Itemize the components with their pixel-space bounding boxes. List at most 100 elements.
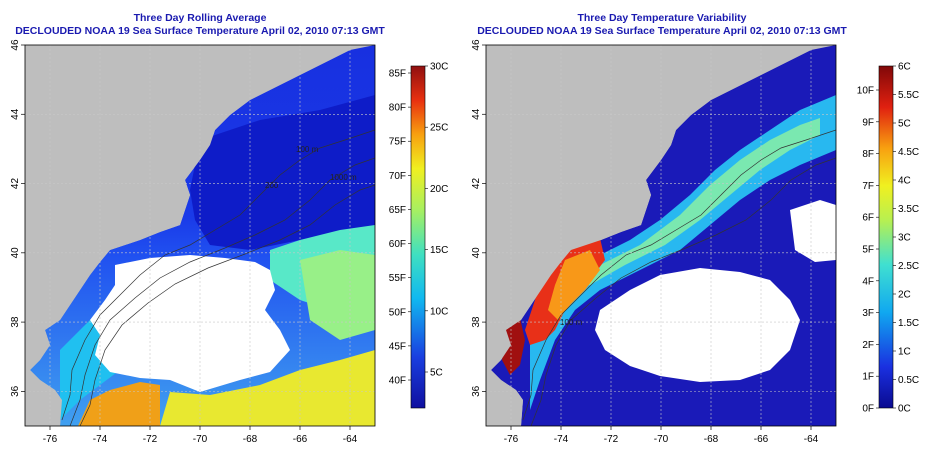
x-tick-label: -74 [93,434,108,445]
left-map-deep-water [190,95,375,250]
colorbar-label-f: 55F [389,273,406,284]
y-tick-label: 40 [471,247,482,259]
right-map-cloud-mask-east [790,200,836,262]
left-contour-label-1000m: 1000 m [330,173,357,182]
right-contour-label-100m: 100 m [560,318,583,327]
colorbar-label-c: 1.5C [898,318,919,329]
colorbar-label-f: 10F [857,86,874,97]
colorbar-label-f: 5F [862,245,874,256]
colorbar-label-f: 2F [862,340,874,351]
y-tick-label: 46 [10,39,21,51]
colorbar-label-c: 15C [430,245,448,256]
y-tick-label: 44 [10,108,21,120]
y-tick-label: 44 [471,108,482,120]
colorbar-label-c: 20C [430,184,448,195]
left-colorbar [410,65,426,409]
y-tick-label: 42 [10,178,21,190]
left-contour-label-200: 200 [265,181,279,190]
x-tick-label: -70 [193,434,208,445]
colorbar-label-f: 0F [862,404,874,415]
colorbar-label-c: 1C [898,347,911,358]
x-tick-label: -74 [554,434,569,445]
colorbar-label-f: 1F [862,372,874,383]
left-title-line2: DECLOUDED NOAA 19 Sea Surface Temperatur… [15,25,385,37]
left-panel: Three Day Rolling Average DECLOUDED NOAA… [10,12,448,445]
colorbar-label-f: 65F [389,205,406,216]
right-x-axis: -76 -74 -72 -70 -68 -66 -64 [504,426,819,445]
colorbar-label-c: 10C [430,306,448,317]
colorbar-label-c: 5.5C [898,90,919,101]
colorbar-label-f: 50F [389,307,406,318]
x-tick-label: -72 [604,434,619,445]
right-contour-100m [522,129,836,421]
colorbar-label-c: 5C [430,368,443,379]
left-graticule [25,45,375,426]
colorbar-label-f: 8F [862,149,874,160]
x-tick-label: -68 [243,434,258,445]
left-contour-200m [69,157,375,426]
right-map-shelf-band [530,95,836,410]
right-colorbar-ticks: 10F 9F 8F 7F 6F 5F 4F 3F 2F 1F 0F 6C 5.5C 5C 4.5C 4C 3.5… [857,62,919,415]
left-colorbar-ticks: 85F 80F 75F 70F 65F 60F 55F 50F 45F 40F 30C 25C 20C 1… [389,62,449,387]
colorbar-label-f: 85F [389,69,406,80]
left-map-gulf-stream [78,382,160,426]
x-tick-label: -64 [343,434,358,445]
y-tick-label: 46 [471,39,482,51]
x-tick-label: -72 [143,434,158,445]
right-map-cloud-mask [595,268,800,382]
x-tick-label: -68 [704,434,719,445]
right-map-coastline [486,45,821,426]
y-tick-label: 42 [471,178,482,190]
colorbar-label-c: 2.5C [898,261,919,272]
left-contour-label-100m: 100 m [296,145,319,154]
x-tick-label: -66 [754,434,769,445]
y-tick-label: 40 [10,247,21,259]
left-map-warm-water [300,250,375,340]
colorbar-label-c: 30C [430,62,448,73]
left-map-coastline [25,45,360,426]
left-map-cloud-mask [90,255,290,392]
colorbar-label-f: 75F [389,137,406,148]
colorbar-label-c: 3.5C [898,204,919,215]
colorbar-label-c: 0.5C [898,375,919,386]
x-tick-label: -76 [504,434,519,445]
colorbar-label-f: 6F [862,213,874,224]
right-map-peak-variability [502,318,525,375]
left-x-axis: -76 -74 -72 -70 -68 -66 -64 [43,426,358,445]
right-map-mid-band [560,118,820,290]
colorbar-label-f: 3F [862,308,874,319]
x-tick-label: -66 [293,434,308,445]
colorbar-label-f: 70F [389,171,406,182]
colorbar-label-c: 3C [898,233,911,244]
right-panel: Three Day Temperature Variability DECLOU… [471,12,919,445]
left-map-warm-eddy [160,350,375,426]
left-contour-100m [61,129,375,421]
colorbar-label-c: 4.5C [898,147,919,158]
colorbar-label-c: 0C [898,404,911,415]
left-map: 100 m 200 1000 m [25,45,375,426]
left-y-axis: 36 38 40 42 44 46 [10,39,25,397]
colorbar-label-f: 40F [389,376,406,387]
x-tick-label: -76 [43,434,58,445]
colorbar-label-f: 4F [862,276,874,287]
right-y-axis: 36 38 40 42 44 46 [471,39,486,397]
y-tick-label: 38 [10,316,21,328]
right-graticule [486,45,836,426]
colorbar-label-f: 9F [862,117,874,128]
right-title-line1: Three Day Temperature Variability [577,12,746,24]
left-contour-1000m [79,184,375,426]
right-colorbar [878,65,894,409]
right-map: 100 m [486,45,836,426]
colorbar-label-f: 80F [389,103,406,114]
right-contour-200m [530,157,836,426]
y-tick-label: 38 [471,316,482,328]
colorbar-label-c: 5C [898,119,911,130]
colorbar-label-f: 45F [389,341,406,352]
left-title-line1: Three Day Rolling Average [134,12,267,24]
y-tick-label: 36 [471,385,482,397]
x-tick-label: -64 [804,434,819,445]
x-tick-label: -70 [654,434,669,445]
right-title-line2: DECLOUDED NOAA 19 Sea Surface Temperatur… [477,25,847,37]
colorbar-label-c: 25C [430,123,448,134]
